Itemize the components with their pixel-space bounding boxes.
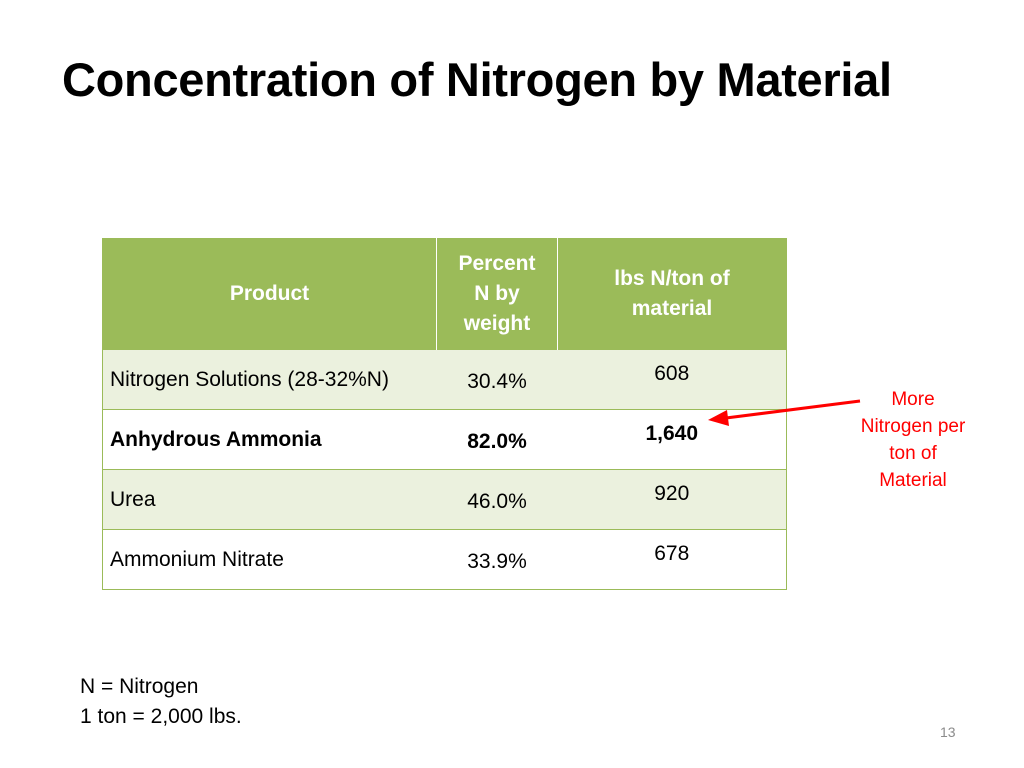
percent-cell: 82.0% <box>436 409 558 470</box>
header-percent-line: Percent <box>458 252 536 275</box>
product-cell: Ammonium Nitrate <box>102 529 437 590</box>
callout-line: Material <box>879 470 947 491</box>
table-row: Ammonium Nitrate 33.9% 678 <box>102 529 787 590</box>
page-number: 13 <box>940 724 956 740</box>
percent-cell: 30.4% <box>436 349 558 410</box>
product-cell: Urea <box>102 469 437 530</box>
percent-cell: 46.0% <box>436 469 558 530</box>
product-cell: Nitrogen Solutions (28-32%N) <box>102 349 437 410</box>
slide-title: Concentration of Nitrogen by Material <box>62 53 892 106</box>
header-lbs-line: lbs N/ton of <box>614 267 730 290</box>
footnote-ton: 1 ton = 2,000 lbs. <box>80 705 242 728</box>
product-cell: Anhydrous Ammonia <box>102 409 437 470</box>
callout-line: ton of <box>889 443 937 464</box>
header-product: Product <box>102 238 437 350</box>
callout-text: More Nitrogen per ton of Material <box>848 386 978 494</box>
header-percent-line: weight <box>463 312 531 335</box>
table-row: Anhydrous Ammonia 82.0% 1,640 <box>102 409 787 470</box>
nitrogen-table: Product Percent N by weight lbs N/ton of… <box>102 238 787 590</box>
header-percent-line: N by <box>474 282 520 305</box>
lbs-cell: 920 <box>557 469 787 530</box>
footnote-nitrogen: N = Nitrogen <box>80 675 199 698</box>
table-row: Urea 46.0% 920 <box>102 469 787 530</box>
lbs-cell: 1,640 <box>557 409 787 470</box>
table-row: Nitrogen Solutions (28-32%N) 30.4% 608 <box>102 349 787 410</box>
callout-line: Nitrogen per <box>860 416 966 437</box>
header-lbs: lbs N/ton of material <box>557 238 787 350</box>
table-header-row: Product Percent N by weight lbs N/ton of… <box>102 238 787 350</box>
percent-cell: 33.9% <box>436 529 558 590</box>
lbs-cell: 678 <box>557 529 787 590</box>
callout-line: More <box>891 389 935 410</box>
lbs-cell: 608 <box>557 349 787 410</box>
header-lbs-line: material <box>631 297 713 320</box>
header-percent: Percent N by weight <box>436 238 558 350</box>
